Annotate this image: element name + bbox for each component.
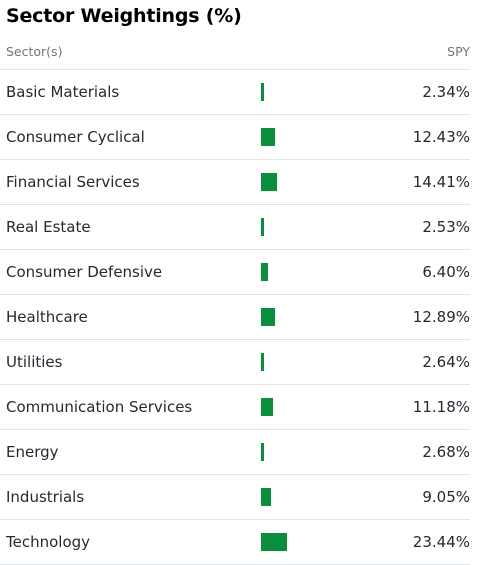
sector-name: Communication Services — [6, 398, 193, 416]
sector-row: Energy 2.68% — [0, 430, 470, 475]
sector-row: Consumer Cyclical 12.43% — [0, 115, 470, 160]
sector-row: Utilities 2.64% — [0, 340, 470, 385]
sector-column-header: Sector(s) — [6, 44, 63, 59]
weight-bar-track — [261, 353, 321, 371]
sector-row: Communication Services 11.18% — [0, 385, 470, 430]
weight-bar — [261, 173, 277, 191]
sector-name: Financial Services — [6, 173, 140, 191]
weight-value: 2.64% — [422, 353, 470, 371]
weight-bar — [261, 218, 264, 236]
sector-name: Energy — [6, 443, 59, 461]
weight-bar-track — [261, 83, 321, 101]
weight-value: 14.41% — [412, 173, 470, 191]
weight-bar-track — [261, 533, 321, 551]
sector-name: Industrials — [6, 488, 85, 506]
weight-bar-track — [261, 443, 321, 461]
sector-name: Consumer Defensive — [6, 263, 163, 281]
section-title: Sector Weightings (%) — [6, 5, 242, 27]
sector-row: Real Estate 2.53% — [0, 205, 470, 250]
sector-name: Basic Materials — [6, 83, 120, 101]
weight-bar-track — [261, 263, 321, 281]
weight-bar-track — [261, 218, 321, 236]
weight-value: 12.43% — [412, 128, 470, 146]
weight-value: 2.53% — [422, 218, 470, 236]
weight-value: 11.18% — [412, 398, 470, 416]
weight-value: 12.89% — [412, 308, 470, 326]
weight-bar-track — [261, 173, 321, 191]
sector-row: Technology 23.44% — [0, 520, 470, 565]
weight-bar — [261, 533, 287, 551]
table-header: Sector(s) SPY — [0, 43, 470, 70]
weight-bar — [261, 128, 275, 146]
sector-row: Consumer Defensive 6.40% — [0, 250, 470, 295]
weight-bar — [261, 263, 269, 281]
sector-row: Industrials 9.05% — [0, 475, 470, 520]
weight-bar — [261, 443, 264, 461]
weight-value: 2.68% — [422, 443, 470, 461]
sector-row: Financial Services 14.41% — [0, 160, 470, 205]
fund-column-header: SPY — [447, 44, 470, 59]
sector-name: Real Estate — [6, 218, 91, 236]
weight-bar — [261, 308, 276, 326]
sector-name: Consumer Cyclical — [6, 128, 145, 146]
weight-bar-track — [261, 488, 321, 506]
sector-row: Healthcare 12.89% — [0, 295, 470, 340]
weight-bar — [261, 398, 274, 416]
weight-bar-track — [261, 398, 321, 416]
weight-bar — [261, 353, 264, 371]
sector-table-body: Basic Materials 2.34% Consumer Cyclical 12.… — [0, 70, 470, 565]
weight-bar-track — [261, 308, 321, 326]
weight-bar-track — [261, 128, 321, 146]
weight-bar — [261, 488, 271, 506]
weight-value: 2.34% — [422, 83, 470, 101]
sector-name: Utilities — [6, 353, 63, 371]
weight-value: 23.44% — [412, 533, 470, 551]
sector-name: Technology — [6, 533, 91, 551]
sector-name: Healthcare — [6, 308, 88, 326]
sector-row: Basic Materials 2.34% — [0, 70, 470, 115]
weight-bar — [261, 83, 264, 101]
weight-value: 6.40% — [422, 263, 470, 281]
weight-value: 9.05% — [422, 488, 470, 506]
